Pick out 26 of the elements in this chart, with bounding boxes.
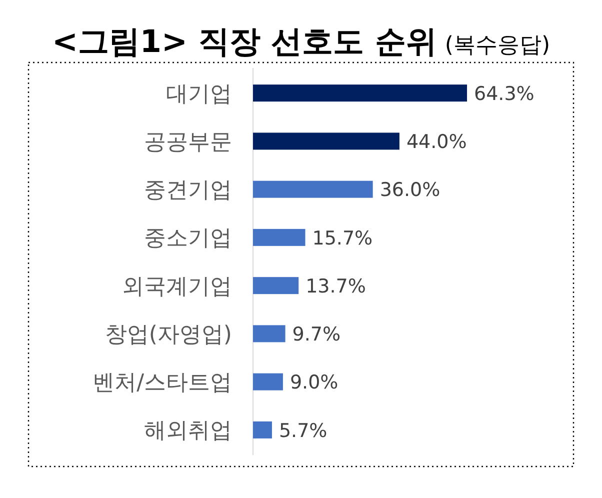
y-tick-label: 해외취업 [144,418,232,444]
y-tick-label: 중소기업 [144,226,232,252]
y-tick-label: 벤처/스타트업 [92,370,232,396]
bar [253,325,286,342]
bar [253,421,272,438]
data-label: 15.7% [312,227,373,250]
chart-title: <그림1> 직장 선호도 순위 [52,24,437,60]
bar [253,180,373,198]
data-label: 5.7% [278,420,328,442]
y-tick-label: 창업(자영업) [104,322,232,348]
bar [253,132,400,150]
data-label: 13.7% [306,275,366,298]
chart-subtitle: (복수응답) [444,33,550,58]
data-label: 64.3% [474,82,534,105]
data-label: 9.0% [290,372,338,394]
data-label: 36.0% [380,179,440,202]
data-label: 9.7% [292,324,341,346]
bar [253,277,299,294]
y-tick-label: 대기업 [166,82,232,107]
y-tick-label: 공공부문 [144,130,232,155]
y-tick-label: 외국계기업 [122,274,232,300]
bar [253,84,467,102]
bar [253,373,283,390]
bar [253,228,306,246]
y-tick-label: 중견기업 [144,178,232,204]
data-label: 44.0% [406,131,467,154]
